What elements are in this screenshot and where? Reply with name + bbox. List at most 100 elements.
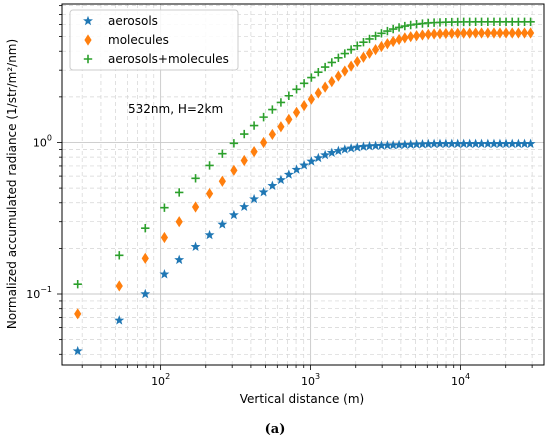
data-point bbox=[377, 29, 386, 38]
data-point bbox=[205, 161, 214, 170]
data-point bbox=[365, 47, 374, 59]
data-point bbox=[526, 17, 535, 26]
data-point bbox=[314, 67, 323, 77]
data-point bbox=[377, 40, 386, 53]
data-point bbox=[440, 138, 451, 149]
data-point bbox=[383, 26, 392, 36]
figure-caption: (a) bbox=[265, 422, 286, 437]
data-point bbox=[442, 27, 450, 40]
data-point bbox=[389, 35, 397, 48]
data-point bbox=[299, 160, 310, 170]
data-point bbox=[382, 140, 393, 150]
series-star bbox=[72, 138, 536, 356]
plot-frame bbox=[61, 3, 545, 366]
legend-label-aerosols: aerosols bbox=[108, 14, 158, 28]
data-point bbox=[405, 139, 416, 149]
data-point bbox=[313, 152, 324, 163]
data-point bbox=[359, 38, 368, 47]
x-tick-label: 102 bbox=[151, 372, 170, 388]
data-point bbox=[249, 193, 260, 204]
data-point bbox=[464, 138, 475, 149]
data-point bbox=[358, 141, 369, 151]
data-point bbox=[383, 38, 392, 50]
data-point bbox=[365, 34, 374, 44]
x-tick-label: 103 bbox=[301, 372, 320, 388]
data-point bbox=[417, 138, 428, 149]
legend-label-combined: aerosols+molecules bbox=[108, 52, 229, 66]
data-point bbox=[218, 149, 227, 158]
data-point bbox=[326, 147, 337, 157]
data-point bbox=[448, 27, 456, 39]
data-point bbox=[401, 32, 409, 44]
data-point bbox=[346, 45, 356, 54]
data-point bbox=[418, 29, 427, 41]
axis-ticks: 102 103 104 10−1 100 bbox=[26, 5, 533, 388]
data-point bbox=[412, 30, 421, 42]
data-point bbox=[423, 138, 434, 149]
data-point bbox=[73, 280, 82, 289]
data-point bbox=[159, 269, 170, 279]
data-point bbox=[291, 164, 302, 174]
data-point bbox=[359, 51, 368, 63]
data-point bbox=[476, 138, 487, 149]
data-point bbox=[429, 138, 440, 149]
data-point bbox=[460, 27, 468, 39]
data-point bbox=[292, 106, 301, 118]
data-series bbox=[72, 17, 536, 356]
data-point bbox=[394, 139, 405, 150]
data-point bbox=[525, 138, 536, 149]
data-point bbox=[353, 41, 362, 50]
data-point bbox=[190, 241, 201, 251]
data-point bbox=[72, 345, 83, 356]
legend-box bbox=[69, 9, 239, 71]
data-point bbox=[74, 308, 82, 320]
data-point bbox=[284, 91, 294, 100]
legend-marker-diamond bbox=[84, 34, 92, 46]
data-point bbox=[477, 27, 486, 39]
data-point bbox=[240, 129, 249, 139]
legend: aerosols molecules aerosols+molecules bbox=[69, 9, 239, 71]
data-point bbox=[472, 27, 480, 39]
data-point bbox=[482, 138, 493, 149]
legend-marker-plus bbox=[83, 54, 93, 64]
data-point bbox=[494, 138, 505, 149]
data-point bbox=[229, 139, 239, 148]
data-point bbox=[446, 138, 457, 149]
data-point bbox=[424, 28, 432, 40]
data-point bbox=[115, 251, 124, 260]
data-point bbox=[507, 138, 518, 149]
data-point bbox=[204, 229, 215, 240]
data-point bbox=[370, 140, 381, 151]
x-axis-title: Vertical distance (m) bbox=[240, 392, 364, 406]
data-point bbox=[299, 79, 309, 88]
data-point bbox=[514, 27, 522, 39]
data-point bbox=[259, 112, 268, 122]
y-tick-label: 100 bbox=[33, 133, 52, 149]
data-point bbox=[328, 76, 336, 88]
data-point bbox=[314, 87, 322, 99]
data-point bbox=[174, 188, 184, 197]
data-point bbox=[205, 187, 214, 200]
data-point bbox=[407, 31, 415, 43]
data-point bbox=[306, 156, 317, 166]
data-point bbox=[399, 139, 410, 149]
data-point bbox=[339, 144, 350, 154]
data-point bbox=[452, 138, 463, 149]
data-point bbox=[519, 138, 530, 149]
data-point bbox=[228, 209, 239, 220]
data-point bbox=[258, 186, 269, 197]
data-point bbox=[327, 58, 337, 67]
data-point bbox=[140, 288, 151, 299]
data-point bbox=[371, 44, 380, 56]
data-point bbox=[371, 31, 380, 41]
data-point bbox=[466, 27, 474, 39]
data-point bbox=[217, 219, 228, 229]
data-point bbox=[115, 280, 123, 292]
data-point bbox=[411, 139, 422, 149]
data-point bbox=[300, 100, 308, 112]
data-point bbox=[334, 70, 342, 82]
data-point bbox=[174, 254, 185, 265]
data-point bbox=[490, 27, 498, 39]
data-point bbox=[230, 164, 238, 176]
